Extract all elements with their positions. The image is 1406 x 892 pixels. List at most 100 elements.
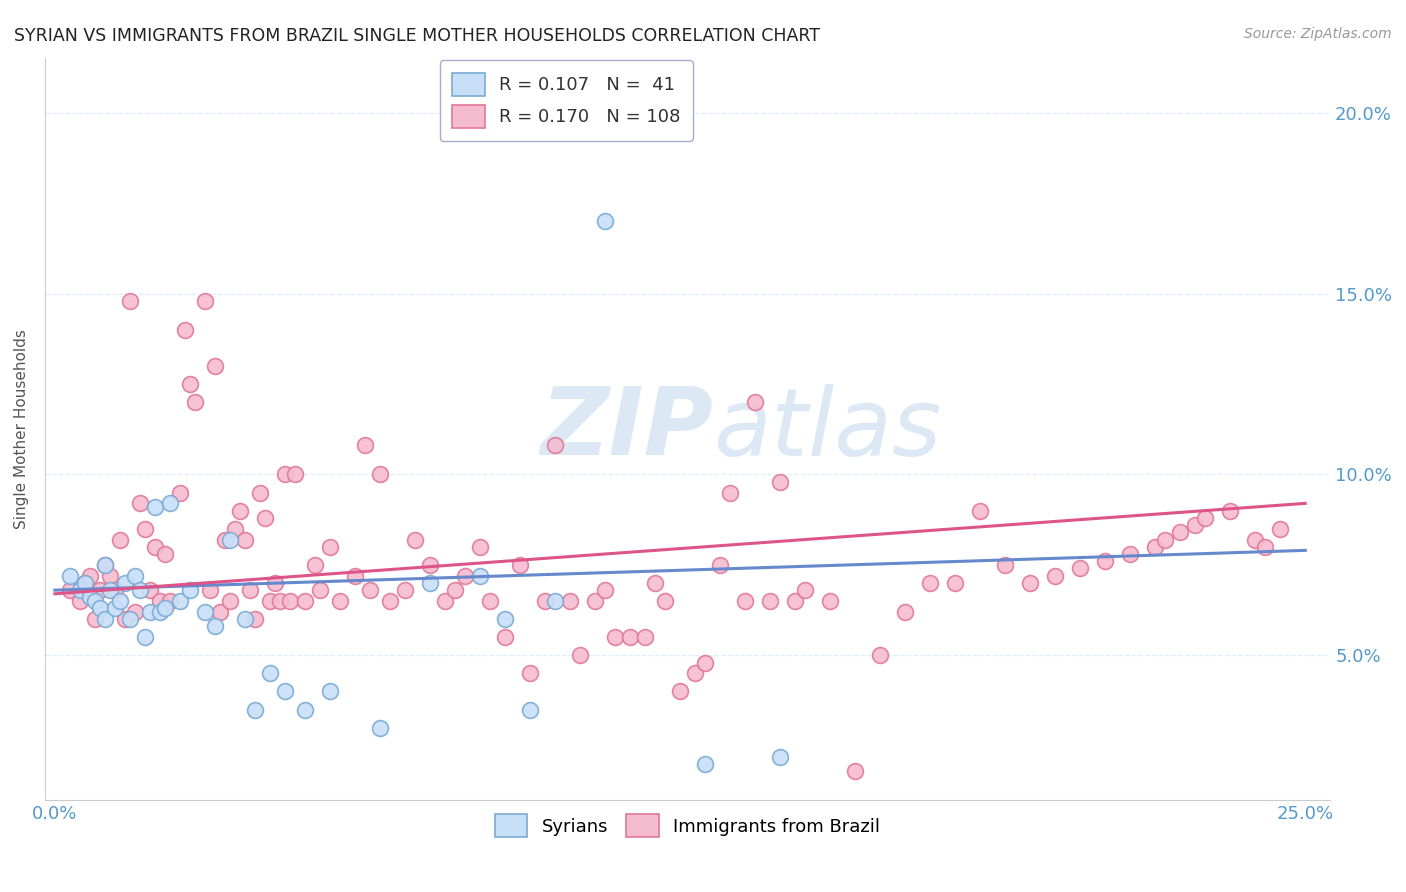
Point xyxy=(669,684,692,698)
Point xyxy=(569,648,592,663)
Point xyxy=(124,568,146,582)
Point xyxy=(229,503,252,517)
Point xyxy=(274,684,297,698)
Point xyxy=(198,583,221,598)
Point xyxy=(83,612,105,626)
Point xyxy=(1119,547,1142,561)
Point xyxy=(319,684,342,698)
Point xyxy=(818,594,841,608)
Point xyxy=(269,594,291,608)
Point xyxy=(194,293,217,308)
Point xyxy=(593,583,616,598)
Point xyxy=(73,576,96,591)
Text: Source: ZipAtlas.com: Source: ZipAtlas.com xyxy=(1244,27,1392,41)
Point xyxy=(204,359,226,373)
Point xyxy=(94,558,117,572)
Point xyxy=(149,605,172,619)
Point xyxy=(1270,522,1292,536)
Point xyxy=(718,485,741,500)
Point xyxy=(69,594,91,608)
Point xyxy=(468,540,491,554)
Point xyxy=(69,583,91,598)
Point xyxy=(259,594,281,608)
Point xyxy=(468,568,491,582)
Point xyxy=(108,594,131,608)
Point xyxy=(794,583,817,598)
Point xyxy=(654,594,676,608)
Point xyxy=(284,467,307,482)
Point xyxy=(343,568,366,582)
Point xyxy=(118,612,141,626)
Point xyxy=(994,558,1017,572)
Point xyxy=(454,568,477,582)
Point xyxy=(433,594,456,608)
Point xyxy=(274,467,297,482)
Point xyxy=(219,533,242,547)
Point xyxy=(219,594,242,608)
Point xyxy=(169,594,191,608)
Point xyxy=(139,605,162,619)
Point xyxy=(920,576,942,591)
Point xyxy=(214,533,236,547)
Point xyxy=(128,583,150,598)
Point xyxy=(208,605,231,619)
Point xyxy=(264,576,287,591)
Point xyxy=(73,576,96,591)
Point xyxy=(149,594,172,608)
Point xyxy=(1043,568,1066,582)
Point xyxy=(319,540,342,554)
Point xyxy=(159,594,181,608)
Point xyxy=(59,583,82,598)
Point xyxy=(544,594,567,608)
Point xyxy=(294,594,316,608)
Point xyxy=(174,323,197,337)
Point xyxy=(304,558,326,572)
Point xyxy=(243,702,266,716)
Point xyxy=(59,568,82,582)
Point xyxy=(419,558,441,572)
Point xyxy=(378,594,401,608)
Point xyxy=(108,533,131,547)
Point xyxy=(769,475,792,489)
Point xyxy=(783,594,806,608)
Point xyxy=(179,377,201,392)
Point xyxy=(1094,554,1116,568)
Point xyxy=(79,568,101,582)
Point xyxy=(114,576,136,591)
Point xyxy=(233,533,256,547)
Point xyxy=(444,583,467,598)
Point xyxy=(509,558,531,572)
Point xyxy=(419,576,441,591)
Point xyxy=(89,583,111,598)
Point xyxy=(734,594,756,608)
Point xyxy=(634,630,657,644)
Point xyxy=(89,601,111,615)
Point xyxy=(259,666,281,681)
Point xyxy=(593,214,616,228)
Text: ZIP: ZIP xyxy=(540,384,713,475)
Point xyxy=(1154,533,1177,547)
Point xyxy=(139,583,162,598)
Point xyxy=(94,558,117,572)
Point xyxy=(179,583,201,598)
Point xyxy=(169,485,191,500)
Point xyxy=(693,756,716,771)
Point xyxy=(354,438,377,452)
Point xyxy=(134,630,156,644)
Point xyxy=(494,630,516,644)
Point xyxy=(243,612,266,626)
Point xyxy=(519,666,541,681)
Point xyxy=(143,500,166,514)
Point xyxy=(83,594,105,608)
Point xyxy=(368,467,391,482)
Point xyxy=(278,594,301,608)
Point xyxy=(494,612,516,626)
Point xyxy=(153,601,176,615)
Point xyxy=(844,764,866,778)
Point xyxy=(1019,576,1042,591)
Point xyxy=(1219,503,1241,517)
Point xyxy=(128,496,150,510)
Point xyxy=(253,511,276,525)
Point xyxy=(404,533,426,547)
Legend: Syrians, Immigrants from Brazil: Syrians, Immigrants from Brazil xyxy=(486,805,890,847)
